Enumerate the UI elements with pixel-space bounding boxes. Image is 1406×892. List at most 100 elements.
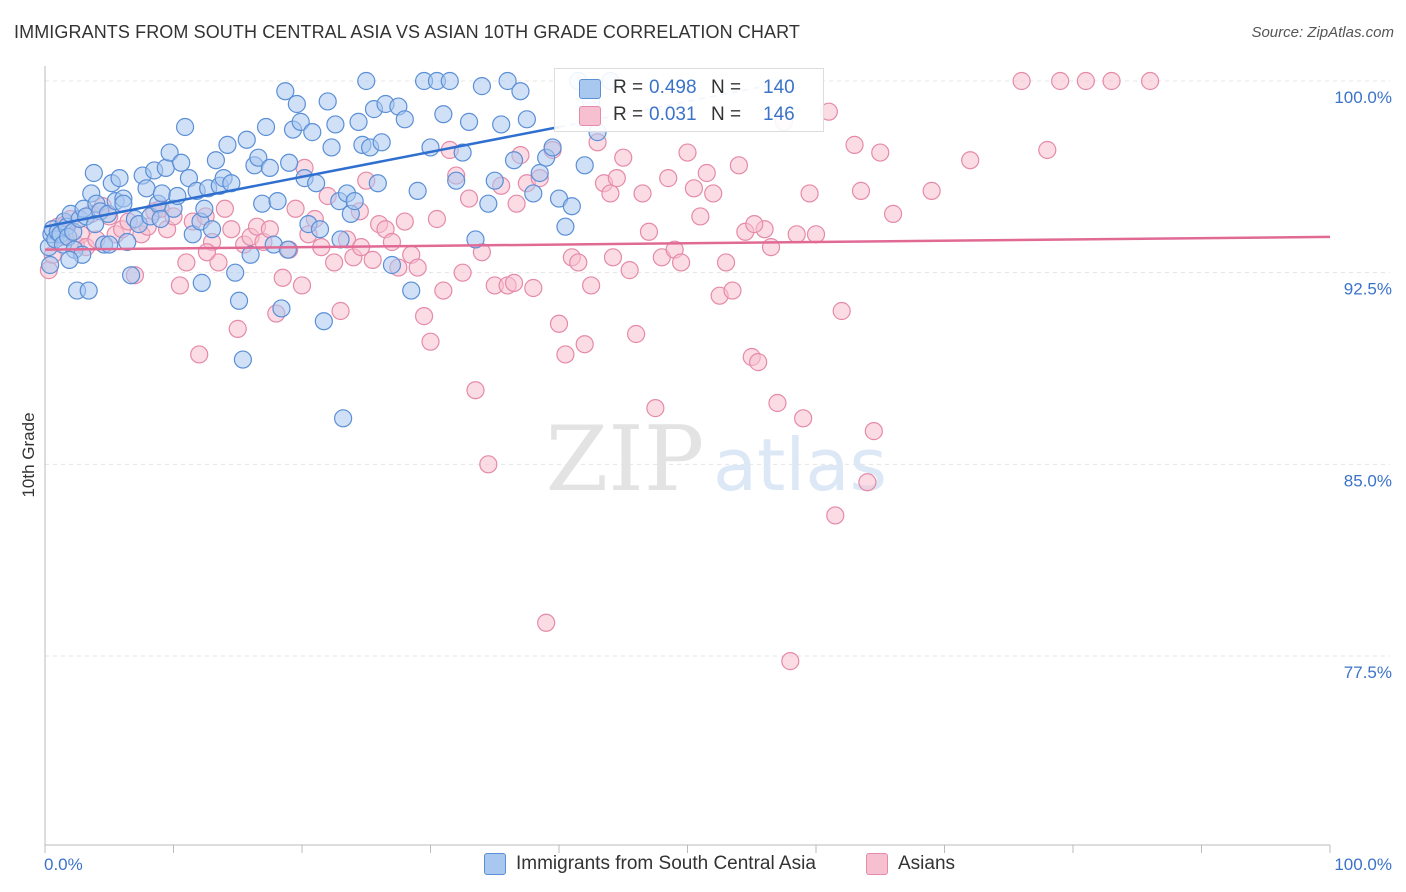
data-point: [749, 353, 768, 372]
data-point: [768, 393, 787, 413]
data-point: [851, 181, 871, 200]
data-point: [723, 281, 742, 300]
data-point: [421, 332, 440, 351]
data-point: [322, 138, 341, 157]
data-point: [229, 291, 249, 310]
data-point: [781, 652, 800, 671]
data-point: [1102, 71, 1121, 91]
data-point: [575, 156, 594, 175]
legend-swatch-pink: [579, 106, 601, 126]
data-point: [626, 324, 646, 344]
data-point: [453, 263, 472, 282]
data-point: [466, 381, 485, 400]
data-point: [659, 169, 678, 188]
data-point: [363, 250, 382, 269]
data-point: [100, 235, 119, 254]
axes: [44, 66, 1331, 853]
data-point: [633, 184, 652, 203]
data-point: [209, 253, 228, 272]
watermark: ZIP atlas: [546, 407, 887, 512]
data-point: [408, 258, 427, 277]
legend-swatch-blue: [579, 79, 601, 99]
data-point: [607, 169, 626, 188]
legend-n-label: N =: [711, 77, 742, 98]
data-point: [537, 613, 556, 632]
data-point: [345, 192, 364, 211]
data-point: [691, 207, 710, 226]
data-point: [368, 174, 387, 193]
data-point: [575, 335, 594, 354]
data-point: [286, 199, 305, 218]
data-point: [671, 253, 691, 272]
data-point: [228, 319, 247, 338]
data-point: [562, 197, 581, 216]
data-point: [1038, 140, 1057, 160]
legend-r-label: R =: [613, 104, 644, 125]
data-point: [704, 184, 723, 203]
data-point: [883, 204, 903, 223]
data-point: [427, 209, 447, 229]
data-point: [325, 253, 344, 272]
data-point: [639, 222, 659, 241]
data-point: [858, 473, 877, 492]
data-point: [222, 220, 241, 239]
data-point: [307, 174, 326, 193]
data-point: [86, 215, 105, 234]
data-point: [372, 133, 391, 152]
data-point: [175, 117, 195, 137]
tick-labels: 77.5% 85.0% 92.5% 100.0% 0.0% 100.0%: [44, 88, 1392, 874]
data-point: [402, 281, 421, 300]
data-point: [215, 199, 234, 218]
trend-line-immigrants: [44, 125, 560, 228]
data-point: [549, 314, 569, 333]
data-point: [1012, 71, 1031, 91]
data-point: [806, 225, 826, 244]
data-point: [620, 261, 639, 280]
data-point: [466, 230, 485, 249]
data-point: [382, 255, 402, 275]
data-point: [272, 299, 291, 318]
data-point: [79, 281, 98, 300]
data-point: [278, 240, 297, 259]
y-tick-label: 100.0%: [1334, 88, 1392, 107]
data-point: [152, 184, 172, 203]
data-point: [249, 148, 268, 167]
data-point: [218, 135, 237, 154]
data-point: [233, 350, 252, 369]
legend-n-value: 146: [763, 104, 795, 125]
data-point: [492, 115, 511, 134]
data-point: [845, 135, 864, 154]
data-point: [395, 110, 414, 129]
data-point: [961, 151, 980, 170]
data-point: [121, 266, 141, 285]
data-point: [459, 112, 479, 131]
data-point: [190, 345, 209, 364]
data-point: [84, 163, 103, 183]
data-point: [1140, 71, 1160, 91]
chart-title: IMMIGRANTS FROM SOUTH CENTRAL ASIA VS AS…: [14, 22, 800, 42]
data-point: [310, 220, 330, 239]
data-point: [800, 184, 819, 203]
data-point: [601, 184, 620, 203]
legend-n-label: N =: [711, 104, 742, 125]
y-tick-label: 77.5%: [1344, 663, 1392, 682]
correlation-legend: R = 0.498 N = 140 R = 0.031 N = 146: [554, 68, 824, 132]
data-point: [268, 192, 287, 211]
data-point: [614, 148, 633, 167]
data-point: [303, 123, 322, 142]
data-point: [832, 301, 851, 321]
data-point: [524, 184, 543, 203]
data-point: [60, 250, 79, 269]
legend-r-value: 0.498: [649, 77, 697, 98]
data-point: [334, 409, 353, 428]
data-point: [256, 117, 276, 137]
data-point: [716, 253, 736, 272]
data-point: [434, 105, 453, 124]
data-point: [646, 399, 665, 418]
legend-label-immigrants: Immigrants from South Central Asia: [516, 853, 816, 874]
data-point: [192, 273, 211, 292]
data-point: [326, 115, 345, 134]
legend-r-value: 0.031: [649, 104, 697, 125]
data-point: [472, 77, 491, 96]
